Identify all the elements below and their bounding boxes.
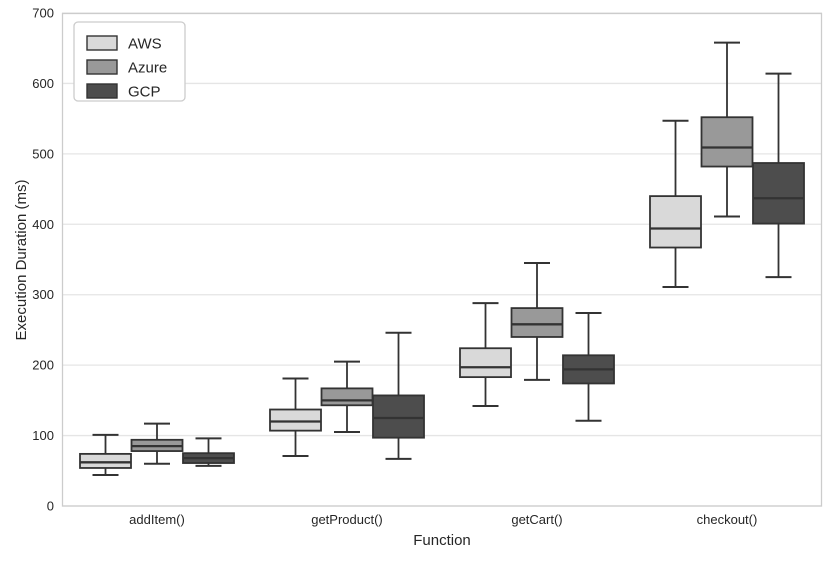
legend: AWS Azure GCP [73, 21, 186, 102]
iqr-box [649, 195, 702, 249]
y-axis-title: Execution Duration (ms) [13, 180, 30, 341]
box-azure-4 [700, 41, 754, 218]
box-aws-4 [649, 119, 702, 288]
box-azure-2 [320, 360, 374, 434]
box-azure-1 [130, 422, 184, 465]
iqr-box [269, 408, 322, 432]
iqr-box [510, 307, 564, 338]
y-tick-label: 600 [32, 76, 54, 91]
box-aws-2 [269, 377, 322, 457]
box-aws-3 [459, 302, 512, 407]
box-gcp-3 [562, 312, 615, 422]
box-azure-3 [510, 262, 564, 381]
box-gcp-2 [372, 331, 425, 460]
legend-label-aws: AWS [128, 36, 162, 53]
iqr-box [79, 452, 132, 469]
legend-swatch-azure [86, 59, 118, 75]
y-tick-labels: 0 100 200 300 400 500 600 700 [32, 6, 54, 514]
plot-border [61, 12, 823, 507]
iqr-box [459, 347, 512, 379]
y-tick-label: 300 [32, 287, 54, 302]
box-aws-1 [79, 433, 132, 477]
x-tick-label: addItem() [129, 512, 185, 527]
legend-label-gcp: GCP [128, 84, 161, 101]
legend-swatch-aws [86, 35, 118, 51]
x-tick-label: checkout() [697, 512, 758, 527]
iqr-box [372, 394, 425, 439]
iqr-box [320, 387, 374, 407]
x-tick-labels: addItem() getProduct() getCart() checkout() [129, 512, 757, 527]
y-tick-label: 200 [32, 358, 54, 373]
grid-layer [62, 12, 822, 507]
box-gcp-4 [752, 72, 805, 279]
y-tick-label: 400 [32, 217, 54, 232]
x-tick-label: getProduct() [311, 512, 383, 527]
box-layer [79, 41, 805, 477]
y-tick-label: 0 [47, 499, 54, 514]
y-tick-label: 700 [32, 6, 54, 21]
iqr-box [752, 162, 805, 225]
iqr-box [700, 116, 754, 168]
box-gcp-1 [182, 437, 235, 467]
legend-label-azure: Azure [128, 60, 167, 77]
x-tick-label: getCart() [511, 512, 562, 527]
y-tick-label: 100 [32, 428, 54, 443]
y-tick-label: 500 [32, 146, 54, 161]
x-axis-title: Function [413, 532, 471, 549]
legend-swatch-gcp [86, 83, 118, 99]
